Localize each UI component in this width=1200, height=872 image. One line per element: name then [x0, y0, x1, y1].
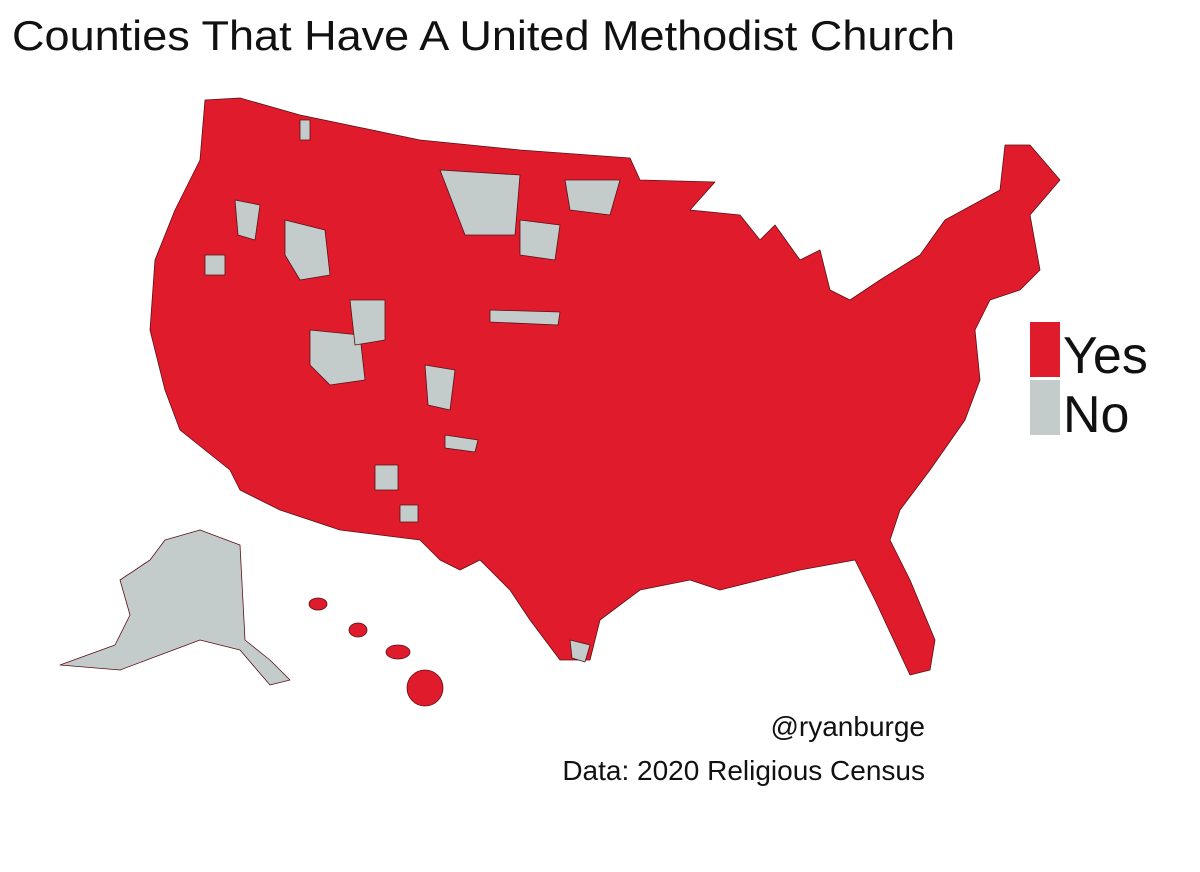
legend-swatch	[1030, 380, 1060, 435]
map-title: Counties That Have A United Methodist Ch…	[12, 12, 955, 59]
no-counties	[204, 119, 621, 663]
legend-label: Yes	[1063, 327, 1148, 385]
credit: @ryanburge	[770, 711, 925, 742]
hawaii	[308, 597, 444, 707]
source: Data: 2020 Religious Census	[562, 755, 925, 786]
contiguous-us	[149, 97, 1061, 676]
alaska	[59, 529, 291, 686]
map	[59, 97, 1061, 707]
legend-swatch	[1030, 322, 1060, 377]
legend-label: No	[1063, 386, 1129, 444]
